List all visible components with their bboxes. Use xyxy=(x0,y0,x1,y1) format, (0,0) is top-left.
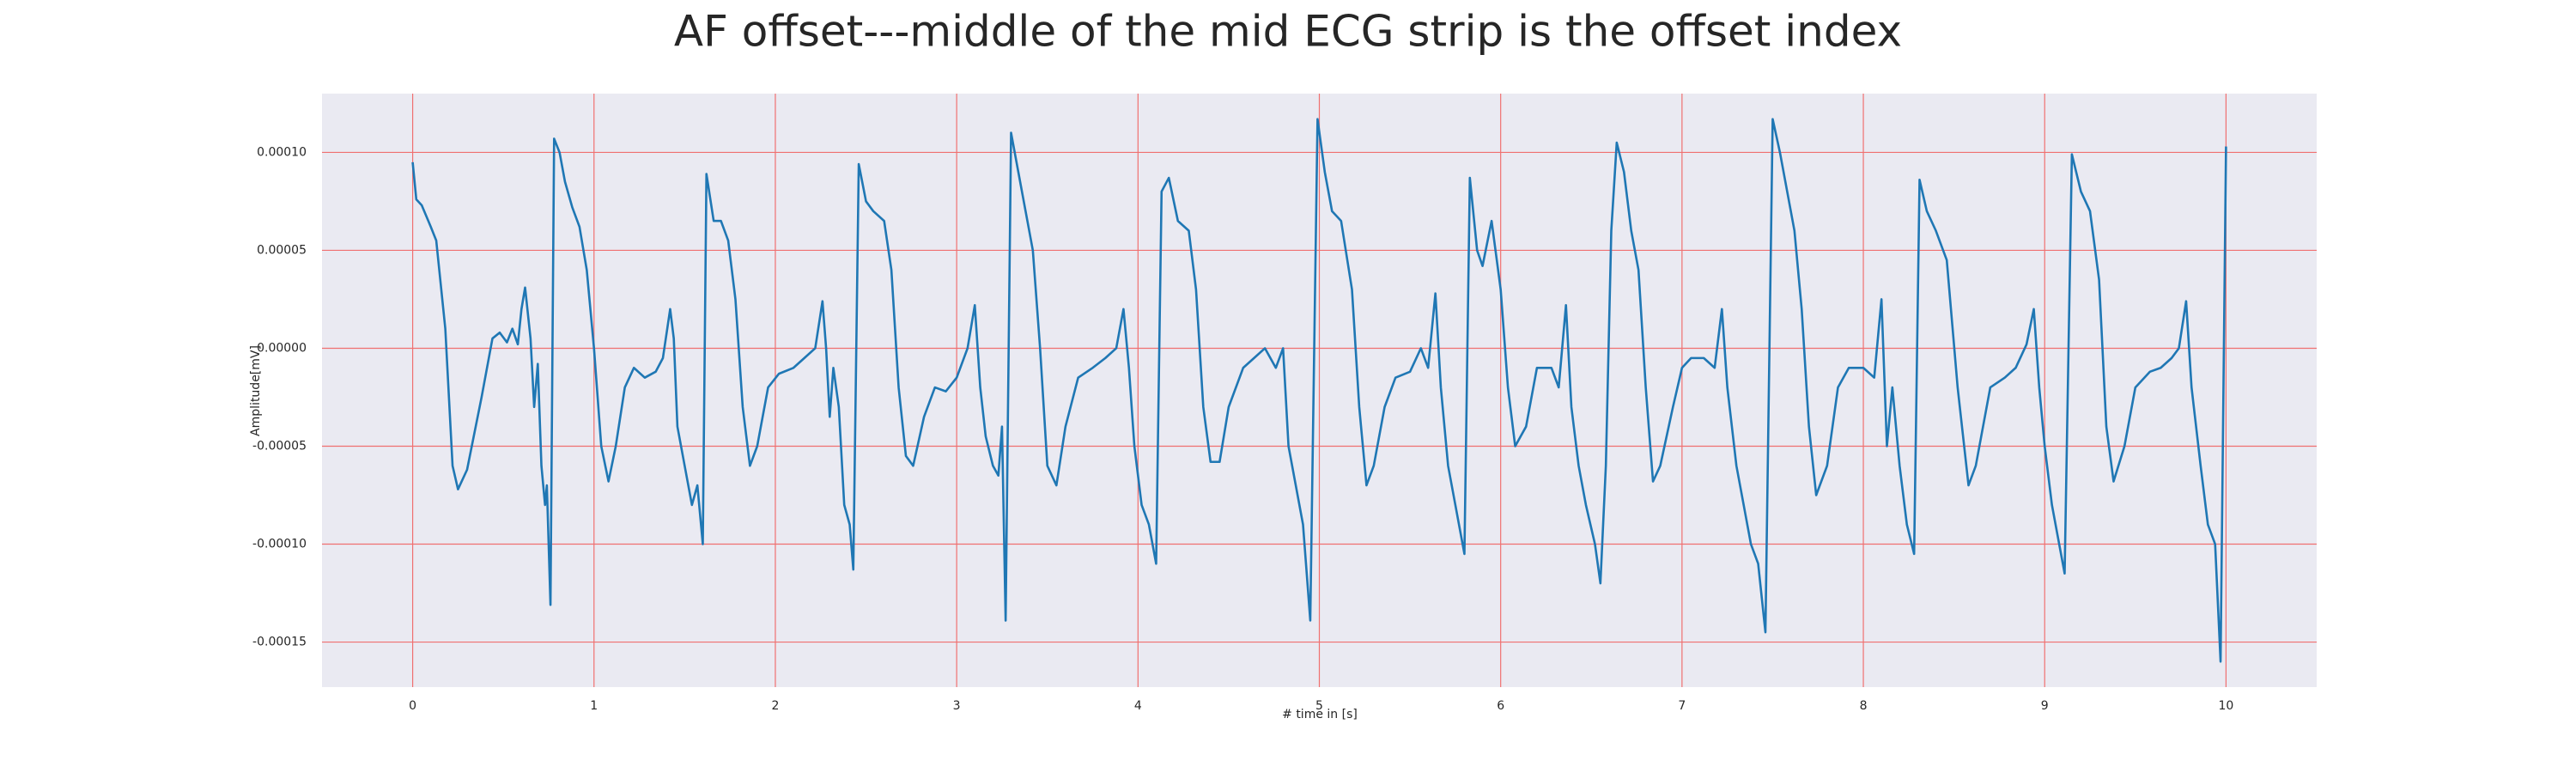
x-tick-label: 0 xyxy=(409,699,416,713)
y-tick-label: 0.00005 xyxy=(257,243,307,257)
x-tick-label: 4 xyxy=(1134,699,1142,713)
y-tick-label: -0.00010 xyxy=(252,538,307,551)
x-tick-label: 10 xyxy=(2218,699,2233,713)
x-tick-label: 6 xyxy=(1497,699,1504,713)
y-tick-label: -0.00015 xyxy=(252,636,307,649)
y-axis-label: Amplitude[mV] xyxy=(249,345,263,436)
x-tick-label: 5 xyxy=(1315,699,1323,713)
ecg-line xyxy=(411,118,2227,663)
y-tick-label: -0.00005 xyxy=(252,439,307,453)
x-axis-label: # time in [s] xyxy=(1282,708,1358,721)
x-tick-label: 9 xyxy=(2041,699,2049,713)
x-tick-label: 3 xyxy=(953,699,961,713)
x-tick-label: 2 xyxy=(771,699,779,713)
x-tick-label: 8 xyxy=(1860,699,1868,713)
y-tick-label: 0.00000 xyxy=(257,341,307,355)
y-tick-label: 0.00010 xyxy=(257,145,307,159)
chart-title: AF offset---middle of the mid ECG strip … xyxy=(674,7,1902,57)
x-tick-label: 7 xyxy=(1678,699,1686,713)
x-tick-label: 1 xyxy=(590,699,598,713)
